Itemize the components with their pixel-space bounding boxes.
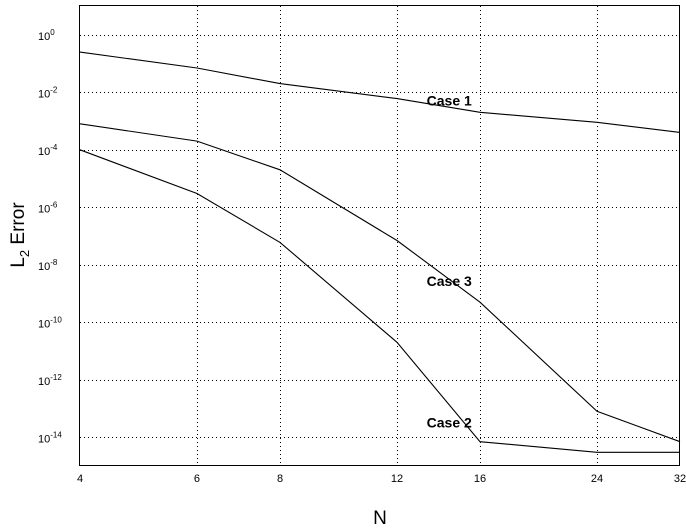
x-tick-label: 16 xyxy=(474,473,486,485)
y-axis-label-subscript: 2 xyxy=(17,250,32,257)
series-line-case-3 xyxy=(80,124,680,442)
grid xyxy=(80,6,680,466)
y-tick-label: 100 xyxy=(38,28,55,43)
plot-frame xyxy=(80,6,680,466)
annotation-case-1: Case 1 xyxy=(427,92,472,108)
y-axis-label: L2 Error xyxy=(8,202,32,268)
x-tick-label: 24 xyxy=(591,473,603,485)
y-tick-labels: 100 10-2 10-4 10-6 10-8 10-10 10-12 10-14 xyxy=(38,28,62,446)
y-tick-label: 10-4 xyxy=(38,143,58,158)
x-axis-label: N xyxy=(373,508,387,528)
x-tick-label: 8 xyxy=(277,473,283,485)
y-tick-label: 10-2 xyxy=(38,85,58,100)
y-tick-label: 10-6 xyxy=(38,200,58,215)
x-tick-label: 32 xyxy=(674,473,686,485)
annotation-case-3: Case 3 xyxy=(427,273,472,289)
y-tick-label: 10-14 xyxy=(38,430,62,445)
x-tick-label: 6 xyxy=(194,473,200,485)
x-tick-label: 12 xyxy=(391,473,403,485)
x-tick-label: 4 xyxy=(77,473,83,485)
y-tick-label: 10-8 xyxy=(38,258,58,273)
annotation-case-2: Case 2 xyxy=(427,414,472,430)
y-tick-label: 10-12 xyxy=(38,373,62,388)
series-lines xyxy=(80,52,680,452)
x-tick-labels: 4 6 8 12 16 24 32 xyxy=(77,473,686,485)
series-annotations: Case 1 Case 3 Case 2 xyxy=(427,92,472,430)
y-tick-label: 10-10 xyxy=(38,315,62,330)
y-axis-label-base: L xyxy=(8,257,29,268)
y-axis-label-rest: Error xyxy=(8,202,29,250)
series-line-case-2 xyxy=(80,150,680,453)
